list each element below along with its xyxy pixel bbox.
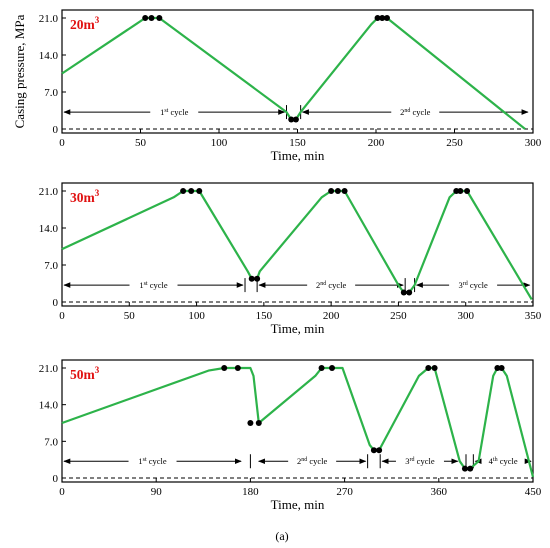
y-tick-label: 7.0	[44, 87, 58, 99]
chart-panel-2: 0 7.0 14.0 21.0 0 50 100 150 200 250 300 350 Time, m…	[39, 182, 542, 336]
data-point	[494, 365, 501, 371]
data-point	[374, 15, 381, 21]
data-point	[288, 116, 295, 123]
x-tick-label: 100	[211, 137, 228, 149]
cycle-label: 3rd cycle	[458, 280, 488, 290]
data-point	[383, 15, 390, 21]
data-point	[148, 15, 155, 21]
data-point	[457, 188, 464, 194]
x-axis-label: Time, min	[271, 321, 325, 336]
y-tick-label: 21.0	[39, 186, 59, 198]
data-point	[341, 188, 348, 194]
volume-tag: 20m3	[70, 15, 100, 32]
data-point	[370, 447, 377, 454]
cycle-label: 3rd cycle	[405, 456, 435, 466]
volume-tag: 50m3	[70, 365, 100, 382]
data-point	[328, 188, 335, 194]
data-point	[247, 420, 254, 426]
x-tick-label: 0	[59, 137, 65, 149]
data-point	[318, 365, 325, 371]
data-point	[142, 15, 149, 21]
x-tick-label: 0	[59, 310, 65, 322]
data-point	[461, 465, 468, 472]
data-point	[400, 289, 407, 296]
x-tick-label: 200	[368, 137, 385, 149]
data-point	[498, 365, 505, 371]
y-axis-label: Casing pressure, MPa	[12, 14, 27, 128]
y-tick-label: 7.0	[44, 436, 58, 448]
plot-frame	[61, 9, 534, 134]
y-tick-label: 7.0	[44, 260, 58, 272]
data-point	[379, 15, 386, 21]
data-point	[254, 275, 261, 282]
y-tick-label: 0	[53, 124, 59, 136]
data-point	[156, 15, 163, 21]
x-tick-label: 0	[59, 486, 65, 498]
x-tick-label: 250	[446, 137, 463, 149]
x-tick-label: 350	[525, 310, 542, 322]
data-point	[425, 365, 432, 371]
cycle-label: 1st cycle	[139, 280, 168, 290]
data-point	[406, 289, 413, 296]
x-tick-label: 360	[431, 486, 448, 498]
x-tick-label: 150	[256, 310, 273, 322]
x-tick-label: 100	[188, 310, 205, 322]
pressure-series-line	[61, 189, 533, 300]
plot-frame	[61, 182, 534, 307]
cycle-label: 1st cycle	[160, 107, 189, 117]
chart-panel-1: 0 7.0 14.0 21.0 0 50 100 150 200 250 300 Time, min C…	[12, 9, 542, 163]
x-tick-label: 250	[390, 310, 407, 322]
x-tick-label: 180	[242, 486, 259, 498]
y-tick-label: 0	[53, 297, 59, 309]
y-tick-label: 21.0	[39, 13, 59, 25]
cycle-label: 2nd cycle	[316, 280, 347, 290]
data-point	[431, 365, 438, 371]
x-tick-label: 300	[457, 310, 474, 322]
data-point	[292, 116, 299, 123]
data-point	[329, 365, 336, 371]
data-point	[464, 188, 471, 194]
plot-frame	[61, 359, 534, 483]
data-point	[234, 365, 241, 371]
y-tick-label: 21.0	[39, 363, 59, 375]
x-tick-label: 200	[323, 310, 340, 322]
y-tick-label: 0	[53, 473, 59, 485]
volume-tag: 30m3	[70, 188, 100, 205]
y-tick-label: 14.0	[39, 400, 59, 412]
y-tick-label: 14.0	[39, 223, 59, 235]
cycle-label: 2nd cycle	[297, 456, 328, 466]
figure-caption: (a)	[275, 529, 288, 543]
cycle-label: 4th cycle	[489, 456, 518, 466]
data-point	[180, 188, 187, 194]
x-axis-label: Time, min	[271, 497, 325, 512]
x-tick-label: 90	[151, 486, 163, 498]
data-point	[188, 188, 195, 194]
data-point	[255, 420, 262, 426]
data-point	[248, 275, 255, 282]
x-tick-label: 270	[336, 486, 353, 498]
data-point	[334, 188, 341, 194]
x-tick-label: 50	[124, 310, 136, 322]
x-tick-label: 50	[135, 137, 147, 149]
data-point	[376, 447, 383, 454]
chart-panel-3: 0 7.0 14.0 21.0 0 90 180 270 360 450 Time, min 1st …	[39, 359, 542, 512]
data-point	[196, 188, 203, 194]
y-tick-label: 14.0	[39, 50, 59, 62]
cycle-label: 1st cycle	[138, 456, 167, 466]
x-axis-label: Time, min	[271, 148, 325, 163]
x-tick-label: 450	[525, 486, 542, 498]
x-tick-label: 150	[289, 137, 306, 149]
data-point	[221, 365, 228, 371]
x-tick-label: 300	[525, 137, 542, 149]
data-point	[467, 465, 474, 472]
cycle-label: 2nd cycle	[400, 107, 431, 117]
